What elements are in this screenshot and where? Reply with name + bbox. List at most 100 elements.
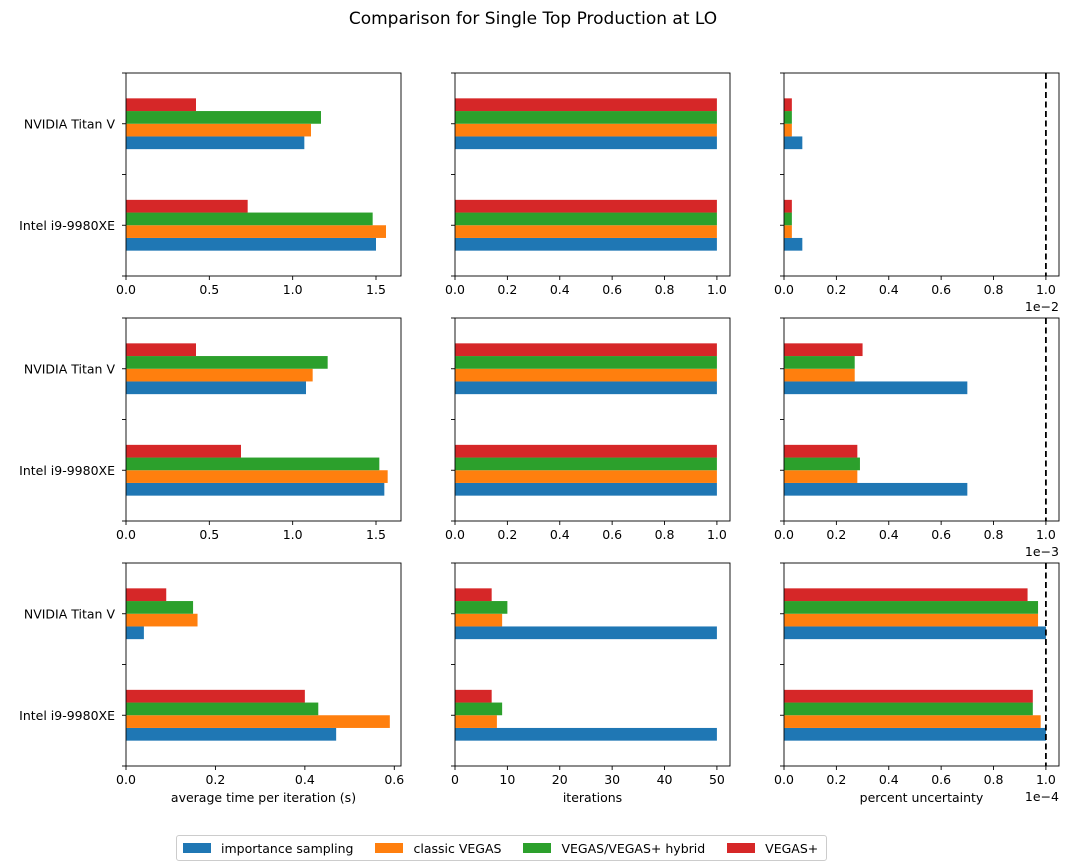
x-tick-label: 0.4 [295, 772, 315, 787]
x-axis-label: percent uncertainty [860, 790, 984, 805]
x-tick-label: 0.8 [655, 527, 675, 542]
x-tick-label: 0.4 [550, 282, 570, 297]
x-tick-label: 0.0 [116, 527, 136, 542]
bar-nvidia-titan-v-vegas [784, 343, 863, 357]
x-offset-label: 1e−3 [1025, 544, 1059, 559]
legend-item-importance-sampling: importance sampling [183, 841, 353, 856]
x-tick-label: 0.6 [931, 527, 951, 542]
x-tick-label: 0.2 [826, 772, 846, 787]
bar-intel-i9-9980xe-vegas [455, 199, 717, 213]
bar-intel-i9-9980xe-classic-vegas [455, 470, 717, 483]
y-tick-label-intel-i9-9980xe: Intel i9-9980XE [19, 218, 115, 233]
legend-swatch [727, 843, 756, 853]
bar-intel-i9-9980xe-importance-sampling [455, 482, 717, 496]
bar-intel-i9-9980xe-importance-sampling [126, 482, 385, 496]
legend-swatch [183, 843, 211, 853]
bar-intel-i9-9980xe-importance-sampling [784, 727, 1046, 741]
x-tick-label: 0.8 [984, 527, 1004, 542]
legend-label: importance sampling [221, 840, 354, 856]
x-tick-label: 0.5 [199, 282, 219, 297]
bar-nvidia-titan-v-importance-sampling [126, 381, 306, 395]
bar-intel-i9-9980xe-vegas [126, 689, 305, 703]
panel-1-2: 0.0 0.2 0.4 0.6 0.8 1.0 1e−3 [774, 317, 1060, 559]
bar-intel-i9-9980xe-classic-vegas [455, 715, 497, 728]
bar-nvidia-titan-v-vegas-vegas-hybrid [126, 111, 321, 124]
bar-intel-i9-9980xe-classic-vegas [126, 470, 388, 483]
x-tick-label: 1.0 [1036, 527, 1056, 542]
x-tick-label: 0.8 [984, 772, 1004, 787]
x-tick-label: 0.6 [384, 772, 404, 787]
y-tick-label-intel-i9-9980xe: Intel i9-9980XE [19, 463, 115, 478]
bar-nvidia-titan-v-classic-vegas [784, 123, 792, 137]
bar-intel-i9-9980xe-vegas [784, 689, 1033, 703]
x-tick-label: 0 [451, 772, 459, 787]
x-axis-label: average time per iteration (s) [171, 790, 356, 805]
bar-nvidia-titan-v-importance-sampling [126, 626, 144, 640]
y-tick-label-nvidia-titan-v: NVIDIA Titan V [24, 361, 116, 376]
bar-intel-i9-9980xe-vegas-vegas-hybrid [126, 457, 380, 471]
bar-nvidia-titan-v-vegas [455, 588, 492, 602]
bar-nvidia-titan-v-classic-vegas [455, 613, 503, 627]
x-tick-label: 0.0 [774, 282, 794, 297]
legend-item-classic-vegas: classic VEGAS [375, 841, 501, 856]
x-axis-label: iterations [563, 790, 622, 805]
panel-2-1: 0 10 20 30 40 50 iterations [451, 562, 731, 805]
x-tick-label: 40 [657, 772, 673, 787]
bar-intel-i9-9980xe-importance-sampling [784, 482, 968, 496]
bar-intel-i9-9980xe-classic-vegas [784, 470, 858, 483]
panel-0-0: 0.0 0.5 1.0 1.5 NVIDIA Titan V Intel i9-9980X… [19, 72, 402, 297]
bar-nvidia-titan-v-vegas [455, 343, 717, 357]
bar-intel-i9-9980xe-vegas-vegas-hybrid [784, 457, 860, 471]
legend-swatch [375, 843, 404, 853]
bar-nvidia-titan-v-vegas-vegas-hybrid [455, 111, 717, 124]
x-tick-label: 1.5 [366, 282, 386, 297]
x-tick-label: 10 [499, 772, 515, 787]
bar-intel-i9-9980xe-importance-sampling [126, 237, 376, 251]
panel-2-2: 0.0 0.2 0.4 0.6 0.8 1.0 1e−4 percent uncertaint… [774, 562, 1060, 805]
bar-intel-i9-9980xe-vegas [455, 689, 492, 703]
bar-nvidia-titan-v-importance-sampling [455, 381, 717, 395]
x-tick-label: 1.0 [707, 282, 727, 297]
panel-0-2: 0.0 0.2 0.4 0.6 0.8 1.0 1e−2 [774, 72, 1060, 314]
bar-intel-i9-9980xe-classic-vegas [126, 715, 390, 728]
y-tick-label-nvidia-titan-v: NVIDIA Titan V [24, 606, 116, 621]
bar-nvidia-titan-v-vegas [126, 343, 196, 357]
bar-nvidia-titan-v-classic-vegas [455, 368, 717, 382]
x-tick-label: 0.4 [550, 527, 570, 542]
bar-intel-i9-9980xe-classic-vegas [784, 715, 1041, 728]
bar-nvidia-titan-v-importance-sampling [455, 136, 717, 150]
legend: importance sampling classic VEGAS VEGAS/… [176, 835, 828, 861]
x-tick-label: 50 [709, 772, 725, 787]
bar-nvidia-titan-v-importance-sampling [784, 381, 968, 395]
bar-nvidia-titan-v-classic-vegas [126, 123, 311, 137]
x-tick-label: 0.2 [497, 282, 517, 297]
y-tick-label-nvidia-titan-v: NVIDIA Titan V [24, 116, 116, 131]
x-tick-label: 1.0 [1036, 282, 1056, 297]
x-tick-label: 0.2 [826, 527, 846, 542]
bar-nvidia-titan-v-classic-vegas [455, 123, 717, 137]
bar-intel-i9-9980xe-vegas [126, 444, 241, 458]
legend-label: VEGAS/VEGAS+ hybrid [561, 840, 706, 856]
axes-frame [783, 72, 1060, 277]
bar-nvidia-titan-v-classic-vegas [784, 613, 1039, 627]
bar-nvidia-titan-v-classic-vegas [784, 368, 855, 382]
panel-1-1: 0.0 0.2 0.4 0.6 0.8 1.0 [445, 317, 731, 542]
x-tick-label: 0.6 [931, 772, 951, 787]
x-tick-label: 0.0 [116, 282, 136, 297]
x-tick-label: 1.0 [283, 527, 303, 542]
bar-nvidia-titan-v-vegas [126, 588, 167, 602]
x-tick-label: 0.0 [445, 527, 465, 542]
bar-nvidia-titan-v-vegas-vegas-hybrid [455, 601, 508, 614]
legend-label: classic VEGAS [413, 840, 502, 856]
panel-0-1: 0.0 0.2 0.4 0.6 0.8 1.0 [445, 72, 731, 297]
bar-nvidia-titan-v-importance-sampling [126, 136, 305, 150]
bar-nvidia-titan-v-importance-sampling [784, 136, 803, 150]
x-tick-label: 0.0 [774, 527, 794, 542]
chart-title: Comparison for Single Top Production at … [349, 9, 717, 29]
bar-intel-i9-9980xe-vegas [784, 199, 792, 213]
x-tick-label: 0.4 [879, 527, 899, 542]
x-tick-label: 0.0 [116, 772, 136, 787]
bar-intel-i9-9980xe-vegas [126, 199, 248, 213]
x-tick-label: 20 [552, 772, 568, 787]
